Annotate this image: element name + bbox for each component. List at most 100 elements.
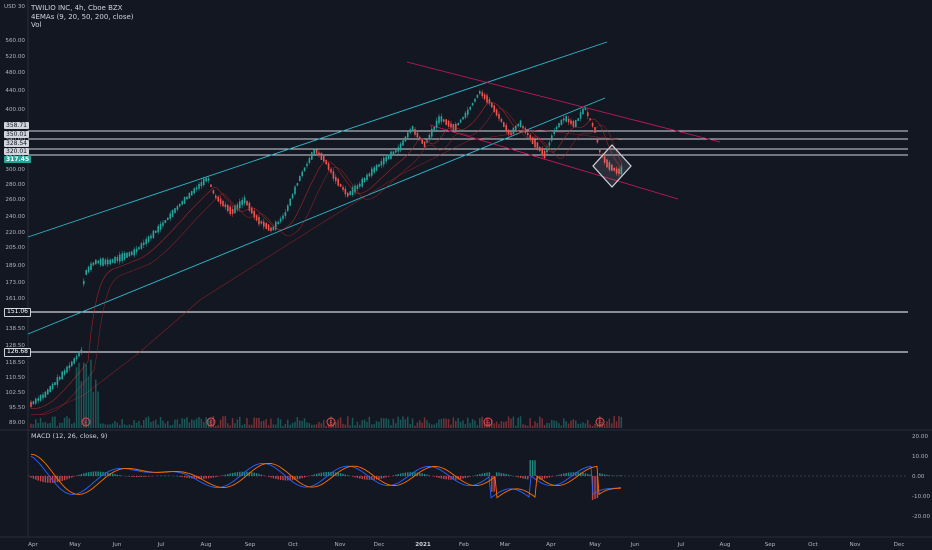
candle-body: [481, 92, 483, 97]
volume-bar: [445, 418, 447, 428]
macd-histogram-bar: [147, 476, 150, 477]
candle-body: [306, 163, 308, 167]
candle-body: [337, 178, 339, 186]
candle-body: [140, 243, 143, 249]
macd-histogram-bar: [392, 475, 395, 476]
macd-histogram-bar: [68, 476, 71, 479]
volume-bar: [224, 416, 227, 428]
macd-legend[interactable]: MACD (12, 26, close, 9): [31, 432, 108, 440]
volume-bar: [239, 416, 241, 428]
volume-bar: [411, 418, 414, 428]
time-axis-label: Feb: [459, 542, 469, 548]
volume-bar: [339, 417, 342, 428]
macd-histogram-bar: [119, 475, 121, 476]
candle-body: [296, 183, 299, 186]
candle-body: [435, 120, 438, 128]
macd-histogram-bar: [567, 472, 570, 476]
candle-body: [428, 134, 431, 140]
volume-bar: [551, 419, 553, 428]
price-tag-level: 320.01: [4, 148, 29, 155]
macd-histogram-bar: [260, 474, 263, 476]
macd-histogram-bar: [481, 473, 483, 476]
macd-histogram-bar: [495, 472, 498, 476]
macd-histogram-bar: [491, 476, 493, 492]
macd-histogram-bar: [397, 474, 399, 476]
volume-bar: [375, 420, 378, 428]
candle-body: [536, 142, 539, 151]
time-axis-label: Dec: [894, 542, 905, 548]
volume-indicator-label[interactable]: Vol: [31, 21, 42, 29]
ema-indicator-label[interactable]: 4EMAs (9, 20, 50, 200, close): [31, 12, 134, 21]
macd-histogram-bar: [572, 472, 575, 476]
volume-bar: [83, 362, 85, 428]
candle-body: [416, 132, 419, 138]
macd-histogram-bar: [383, 476, 385, 479]
macd-axis-label: -10.00: [912, 494, 930, 500]
earnings-marker: [326, 417, 336, 427]
candle-body: [68, 365, 71, 369]
candle-body: [558, 123, 560, 128]
volume-bar: [47, 423, 49, 428]
price-axis-label: 118.50: [5, 360, 25, 366]
volume-bar: [395, 423, 397, 428]
candle-body: [66, 366, 68, 373]
volume-bar: [479, 418, 481, 428]
symbol-title[interactable]: TWILIO INC, 4h, Cboe BZX: [31, 4, 123, 12]
macd-histogram-bar: [289, 476, 291, 481]
macd-histogram-bar: [107, 472, 109, 476]
candle-body: [378, 164, 380, 167]
candle-body: [431, 128, 433, 137]
macd-histogram-bar: [145, 476, 147, 477]
volume-bar: [207, 418, 210, 428]
volume-bar: [457, 418, 459, 428]
volume-bar: [438, 419, 440, 428]
volume-bar: [311, 424, 313, 428]
volume-bar: [294, 421, 296, 428]
volume-bar: [567, 423, 570, 428]
volume-bar: [162, 420, 164, 428]
volume-bar: [279, 419, 282, 428]
candle-body: [258, 217, 260, 225]
volume-bar: [282, 425, 284, 428]
time-axis-label: Jul: [157, 542, 165, 548]
volume-bar: [575, 420, 577, 428]
candle-body: [303, 167, 306, 172]
volume-bar: [133, 420, 135, 428]
candle-body: [32, 401, 35, 405]
candle-body: [443, 119, 445, 122]
time-axis-label: May: [69, 542, 81, 548]
candle-body: [308, 158, 311, 163]
macd-histogram-bar: [51, 476, 54, 483]
macd-histogram-bar: [411, 472, 414, 476]
volume-bar: [385, 418, 387, 428]
volume-bar: [572, 419, 575, 428]
volume-bar: [553, 420, 555, 428]
candle-body: [107, 259, 109, 265]
candle-body: [231, 209, 234, 214]
macd-histogram-bar: [565, 472, 567, 476]
macd-histogram-bar: [548, 476, 551, 478]
candle-body: [61, 371, 63, 380]
volume-bar: [517, 417, 519, 428]
macd-histogram-bar: [433, 476, 435, 477]
candle-body: [56, 377, 59, 385]
candle-body: [311, 152, 313, 160]
volume-bar: [539, 416, 541, 428]
volume-bar: [431, 424, 433, 428]
macd-histogram-bar: [582, 472, 584, 476]
macd-histogram-bar: [462, 476, 464, 479]
volume-bar: [589, 424, 591, 428]
macd-histogram-bar: [440, 476, 443, 479]
volume-bar: [620, 416, 623, 428]
volume-bar: [529, 418, 531, 428]
candle-body: [390, 151, 392, 159]
macd-histogram-bar: [541, 476, 543, 480]
volume-bar: [327, 423, 330, 428]
volume-bar: [404, 419, 407, 428]
candle-body: [591, 123, 594, 127]
time-axis-label: Jul: [677, 542, 685, 548]
candle-body: [608, 162, 611, 170]
candle-body: [47, 389, 49, 395]
